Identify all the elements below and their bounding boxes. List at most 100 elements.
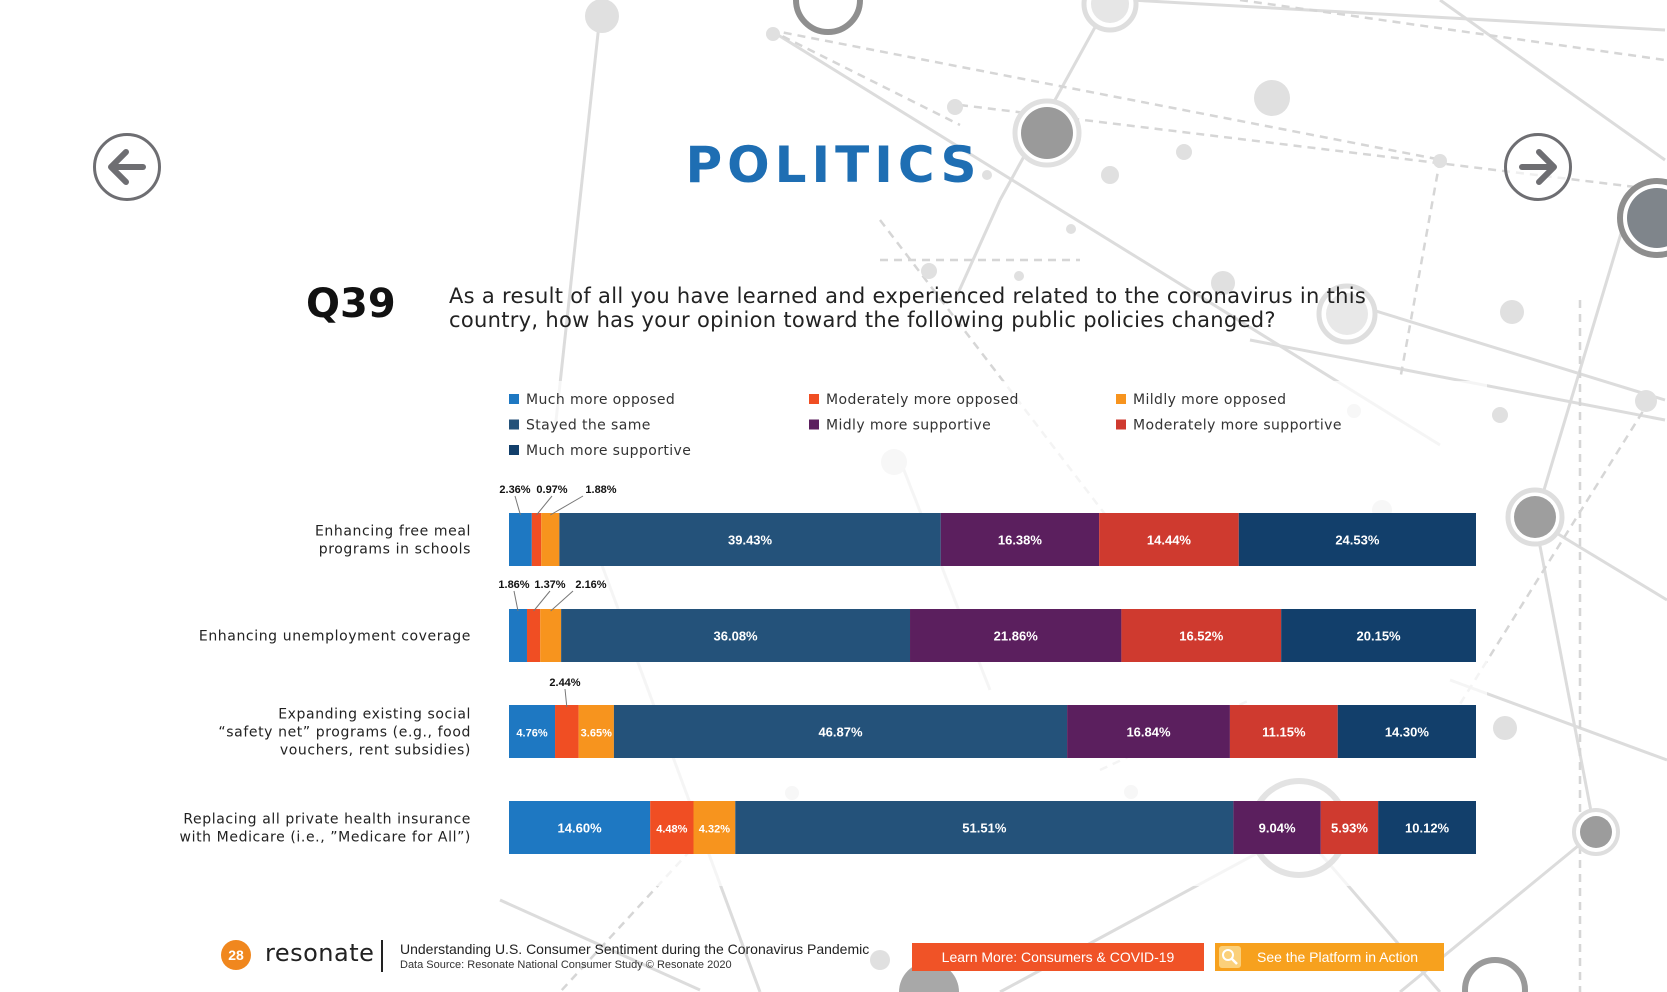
legend-swatch (509, 445, 519, 455)
bar-segment (531, 513, 542, 566)
bar-segment (940, 513, 1100, 566)
question-number: Q39 (306, 281, 396, 327)
bar-segment (1281, 609, 1476, 662)
data-label: 16.38% (998, 533, 1043, 548)
legend-label: Midly more supportive (826, 418, 991, 434)
bar-segment (509, 705, 556, 758)
bar-segment (1067, 705, 1230, 758)
bar-segment (1337, 705, 1476, 758)
category-label: with Medicare (i.e., ”Medicare for All”) (180, 830, 471, 846)
bar-segment (1099, 513, 1239, 566)
category-label: programs in schools (319, 542, 471, 558)
data-label: 0.97% (536, 484, 567, 496)
data-label: 14.44% (1147, 533, 1192, 548)
legend-swatch (509, 419, 519, 430)
data-label: 10.12% (1405, 821, 1450, 836)
learn-more-button[interactable]: Learn More: Consumers & COVID-19 (912, 943, 1204, 971)
footer-title: Understanding U.S. Consumer Sentiment du… (400, 941, 870, 957)
data-label-leader (514, 495, 521, 516)
data-label-leader (533, 590, 551, 612)
bar-segment (910, 609, 1122, 662)
question-text: As a result of all you have learned and … (449, 284, 1367, 332)
legend-swatch (1116, 394, 1126, 404)
data-label-leader (564, 688, 568, 708)
category-label: Replacing all private health insurance (183, 812, 471, 828)
data-label: 51.51% (962, 821, 1007, 836)
legend-swatch (809, 419, 819, 430)
data-label: 11.15% (1262, 725, 1306, 740)
data-label: 3.65% (581, 728, 612, 740)
bar-segment (509, 513, 532, 566)
data-label-leader (536, 495, 553, 516)
data-label: 4.32% (699, 824, 730, 836)
bar-segment (578, 705, 614, 758)
data-label: 14.60% (558, 821, 603, 836)
data-label-leader (550, 590, 574, 612)
data-label: 14.30% (1385, 725, 1430, 740)
category-label: Enhancing free meal (315, 524, 471, 540)
arrow-right-icon (1519, 149, 1557, 185)
data-label: 24.53% (1335, 533, 1380, 548)
data-label: 1.88% (585, 484, 616, 496)
data-label: 1.86% (498, 579, 529, 591)
legend-label: Much more opposed (526, 392, 675, 408)
data-label-leader (550, 495, 584, 516)
bar-segment (541, 513, 560, 566)
data-label: 4.76% (516, 728, 547, 740)
bar-segment (555, 705, 579, 758)
data-label: 2.44% (549, 677, 580, 689)
bar-segment (1320, 801, 1379, 854)
data-label: 5.93% (1331, 821, 1368, 836)
bar-segment (1238, 513, 1476, 566)
legend-label: Stayed the same (526, 418, 651, 434)
data-label: 2.36% (499, 484, 530, 496)
category-label: vouchers, rent subsidies) (280, 743, 471, 759)
data-label: 20.15% (1357, 629, 1402, 644)
data-label: 21.86% (994, 629, 1039, 644)
legend-label: Mildly more opposed (1133, 392, 1286, 408)
chart-category-labels: Enhancing free meal programs in schools En… (180, 524, 471, 846)
category-label: “safety net” programs (e.g., food (218, 725, 471, 741)
data-label-leader (513, 590, 519, 612)
legend-swatch (1116, 419, 1126, 430)
category-label: Expanding existing social (278, 707, 471, 723)
platform-demo-button[interactable]: See the Platform in Action (1215, 943, 1444, 971)
platform-demo-label: See the Platform in Action (1257, 949, 1419, 965)
bar-segment (1378, 801, 1476, 854)
bar-segment (526, 609, 541, 662)
legend-swatch (509, 394, 519, 404)
data-label: 1.37% (534, 579, 565, 591)
bar-segment (509, 609, 527, 662)
bar-segment (561, 609, 911, 662)
category-label: Enhancing unemployment coverage (199, 629, 471, 645)
data-label: 4.48% (656, 824, 687, 836)
bar-segment (509, 801, 651, 854)
arrow-left-icon (108, 149, 146, 185)
legend-label: Much more supportive (526, 443, 691, 459)
data-label: 9.04% (1259, 821, 1296, 836)
legend-swatch (809, 394, 819, 404)
next-page-button[interactable] (1504, 133, 1572, 201)
bar-segment (1233, 801, 1321, 854)
page-title: POLITICS (685, 136, 982, 194)
bar-segment (559, 513, 941, 566)
bar-segment (540, 609, 562, 662)
data-label: 16.52% (1179, 629, 1224, 644)
data-label: 2.16% (575, 579, 606, 591)
bar-segment (650, 801, 694, 854)
previous-page-button[interactable] (93, 133, 161, 201)
bar-segment (1121, 609, 1282, 662)
page-number-badge: 28 (221, 940, 251, 970)
bar-segment (1229, 705, 1338, 758)
magnifier-icon (1219, 946, 1241, 968)
data-label: 46.87% (818, 725, 863, 740)
footer-divider (381, 940, 383, 972)
data-label: 16.84% (1126, 725, 1171, 740)
resonate-logo: resonate (265, 939, 375, 967)
data-label: 39.43% (728, 533, 773, 548)
data-label: 36.08% (714, 629, 759, 644)
legend-label: Moderately more opposed (826, 392, 1019, 408)
legend-label: Moderately more supportive (1133, 418, 1342, 434)
bar-segment (735, 801, 1234, 854)
